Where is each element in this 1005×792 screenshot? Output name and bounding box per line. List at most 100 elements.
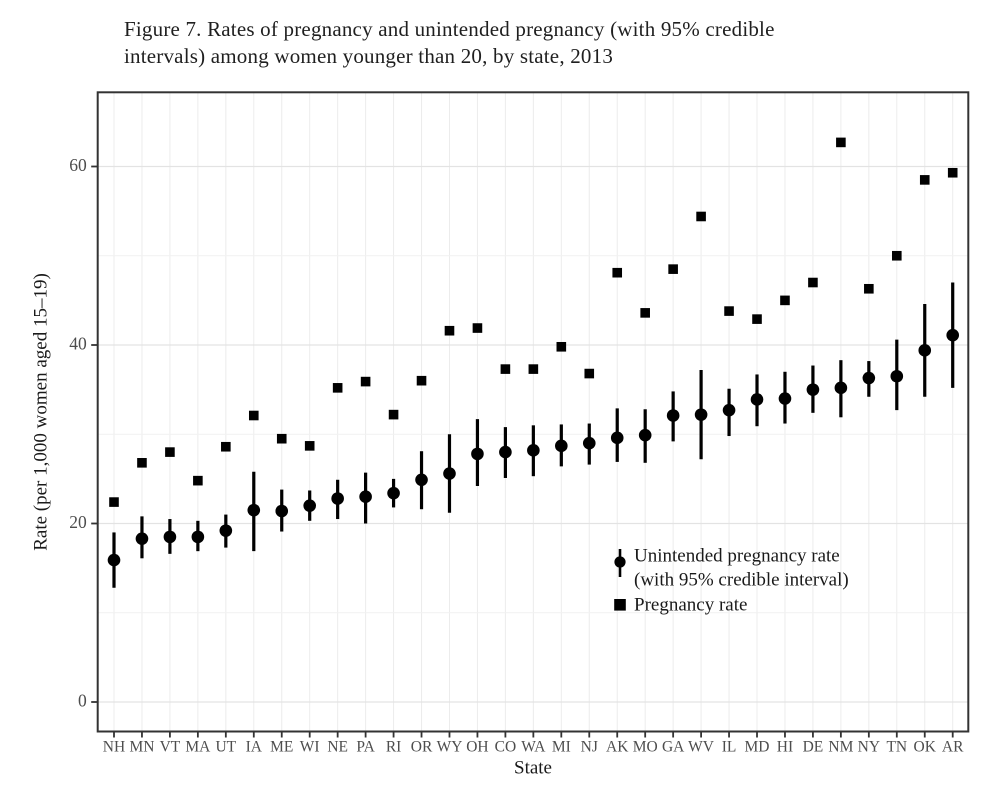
pregnancy-rate-point [556, 341, 567, 352]
legend-item1-label-line2: (with 95% credible interval) [634, 569, 849, 590]
unintended-rate-point [806, 383, 820, 396]
unintended-rate-point [527, 444, 540, 457]
pregnancy-rate-point [248, 410, 259, 421]
x-tick-label: OH [466, 739, 488, 756]
x-tick-label: MI [552, 739, 571, 756]
pregnancy-rate-point [193, 475, 203, 486]
figure-title: Figure 7. Rates of pregnancy and uninten… [124, 16, 924, 70]
x-tick-label: AR [942, 739, 964, 756]
pregnancy-rate-point [584, 368, 595, 379]
unintended-rate-point [890, 369, 904, 383]
pregnancy-rate-point [947, 167, 958, 178]
unintended-rate-point [582, 436, 596, 450]
unintended-rate-point [946, 328, 960, 342]
legend-item2-label: Pregnancy rate [634, 594, 747, 615]
unintended-rate-point [471, 447, 484, 461]
unintended-rate-point [694, 408, 708, 421]
x-tick-label: WI [300, 739, 320, 756]
pregnancy-rate-point [360, 376, 371, 387]
y-tick-label: 0 [78, 691, 87, 711]
unintended-rate-point [331, 492, 344, 505]
unintended-rate-point [499, 445, 512, 459]
unintended-rate-point [275, 504, 289, 518]
x-tick-label: NM [828, 739, 853, 756]
pregnancy-rate-point [668, 264, 678, 274]
y-tick-label: 20 [69, 512, 87, 532]
pregnancy-rate-point [500, 364, 511, 374]
unintended-rate-point [834, 381, 848, 395]
pregnancy-rate-point [752, 314, 762, 324]
y-axis-title: Rate (per 1,000 women aged 15–19) [30, 273, 51, 551]
unintended-rate-point [750, 393, 764, 406]
x-tick-label: NY [858, 739, 880, 756]
x-tick-label: UT [215, 739, 236, 756]
x-tick-label: GA [662, 739, 685, 756]
figure-title-line1: Figure 7. Rates of pregnancy and uninten… [124, 17, 775, 41]
pregnancy-rate-point [304, 441, 315, 451]
unintended-rate-point [443, 467, 456, 480]
unintended-rate-point [918, 344, 932, 357]
pregnancy-rate-point [109, 497, 119, 507]
x-tick-label: WY [437, 739, 463, 756]
unintended-rate-point [387, 486, 400, 500]
unintended-rate-point [666, 409, 680, 422]
legend-item1-label-line1: Unintended pregnancy rate [634, 545, 840, 566]
pregnancy-rate-point [612, 267, 623, 278]
pregnancy-rate-point [640, 308, 650, 318]
legend-square-icon [614, 599, 626, 611]
pregnancy-rate-point [472, 323, 483, 333]
x-tick-label: WA [521, 739, 546, 756]
unintended-rate-point [778, 392, 792, 405]
pregnancy-rate-point [332, 383, 343, 393]
pregnancy-rate-point [919, 175, 930, 185]
pregnancy-rate-point [891, 250, 902, 261]
x-tick-label: MD [745, 739, 770, 756]
pregnancy-rate-point [276, 433, 287, 444]
x-tick-label: PA [356, 739, 375, 756]
unintended-rate-point [247, 503, 261, 517]
unintended-rate-point [722, 403, 736, 417]
x-tick-label: NH [103, 739, 125, 756]
pregnancy-rate-point [165, 447, 175, 457]
x-tick-label: WV [688, 739, 715, 756]
pregnancy-rate-point [416, 375, 427, 386]
pregnancy-rate-point [221, 441, 231, 452]
unintended-rate-point [415, 473, 428, 487]
unintended-rate-point [107, 553, 121, 567]
pregnancy-rate-point [836, 137, 846, 148]
unintended-rate-point [359, 490, 372, 504]
x-tick-label: VT [160, 739, 181, 756]
pregnancy-rate-point [388, 409, 399, 420]
x-tick-label: MN [129, 739, 154, 756]
x-axis-title: State [514, 757, 552, 778]
legend-pointrange-icon [614, 556, 626, 568]
x-tick-label: OK [914, 739, 937, 756]
x-tick-label: ME [270, 739, 293, 756]
x-tick-label: TN [886, 739, 907, 756]
x-tick-label: NE [327, 739, 348, 756]
y-tick-label: 40 [69, 334, 87, 354]
pregnancy-rate-point [864, 283, 874, 294]
x-tick-label: DE [803, 739, 824, 756]
unintended-rate-point [555, 439, 568, 453]
x-tick-label: NJ [581, 739, 598, 756]
x-tick-label: CO [495, 739, 517, 756]
pregnancy-rate-point [528, 364, 539, 374]
unintended-rate-point [862, 371, 876, 385]
unintended-rate-point [135, 532, 149, 545]
y-tick-label: 60 [69, 155, 87, 175]
unintended-rate-point [638, 428, 652, 442]
pregnancy-rate-point [444, 325, 455, 336]
unintended-rate-point [303, 499, 316, 512]
pregnancy-rate-point [696, 211, 706, 222]
x-tick-label: MA [185, 739, 211, 756]
x-tick-label: IL [722, 739, 737, 756]
unintended-rate-point [219, 524, 233, 537]
pregnancy-rate-point [780, 295, 790, 306]
unintended-rate-point [163, 530, 177, 544]
x-tick-label: HI [777, 739, 793, 756]
x-tick-label: AK [606, 739, 629, 756]
unintended-rate-point [191, 530, 205, 544]
